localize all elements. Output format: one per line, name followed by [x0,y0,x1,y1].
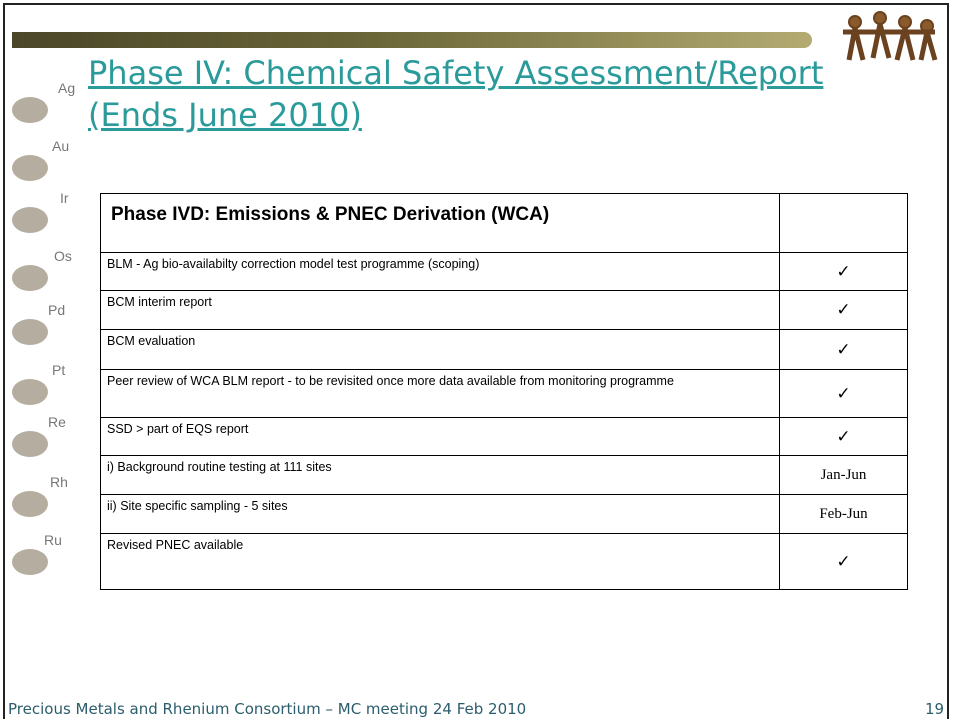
element-icon [12,431,48,457]
task-cell: Revised PNEC available [101,534,780,590]
element-icon [12,549,48,575]
title: Phase IV: Chemical Safety Assessment/Rep… [88,52,908,136]
status-cell: ✓ [780,370,908,418]
element-icon [12,379,48,405]
task-cell: BCM interim report [101,291,780,330]
status-cell: ✓ [780,253,908,291]
header-bar [12,32,812,48]
task-cell: BLM - Ag bio-availabilty correction mode… [101,253,780,291]
element-icon [12,155,48,181]
table-header: Phase IVD: Emissions & PNEC Derivation (… [101,194,780,253]
table-header-empty [780,194,908,253]
element-icon [12,265,48,291]
status-cell: ✓ [780,534,908,590]
task-cell: SSD > part of EQS report [101,418,780,456]
table-row: Peer review of WCA BLM report - to be re… [101,370,908,418]
status-cell: ✓ [780,418,908,456]
element-label: Re [48,414,66,430]
status-cell: Jan-Jun [780,456,908,495]
slide: Phase IV: Chemical Safety Assessment/Rep… [0,0,954,722]
task-cell: i) Background routine testing at 111 sit… [101,456,780,495]
status-cell: ✓ [780,330,908,370]
task-cell: ii) Site specific sampling - 5 sites [101,495,780,534]
status-cell: Feb-Jun [780,495,908,534]
task-cell: BCM evaluation [101,330,780,370]
element-icon [12,491,48,517]
table-row: BLM - Ag bio-availabilty correction mode… [101,253,908,291]
element-label: Pt [52,362,65,378]
element-label: Pd [48,302,65,318]
table-row: Revised PNEC available✓ [101,534,908,590]
page-number: 19 [925,700,944,718]
element-label: Ir [60,190,69,206]
table-row: BCM evaluation✓ [101,330,908,370]
table-row: i) Background routine testing at 111 sit… [101,456,908,495]
task-cell: Peer review of WCA BLM report - to be re… [101,370,780,418]
element-label: Os [54,248,72,264]
element-icon [12,207,48,233]
title-line: Phase IV: Chemical Safety Assessment/Rep… [88,52,908,94]
element-label: Rh [50,474,68,490]
element-icons [0,80,90,680]
status-cell: ✓ [780,291,908,330]
element-label: Au [52,138,69,154]
table-row: SSD > part of EQS report✓ [101,418,908,456]
title-line: (Ends June 2010) [88,94,908,136]
element-icon [12,319,48,345]
footer: Precious Metals and Rhenium Consortium –… [8,700,526,718]
element-label: Ru [44,532,62,548]
table-row: BCM interim report✓ [101,291,908,330]
element-label: Ag [58,80,75,96]
task-table: Phase IVD: Emissions & PNEC Derivation (… [100,193,908,590]
element-icon [12,97,48,123]
